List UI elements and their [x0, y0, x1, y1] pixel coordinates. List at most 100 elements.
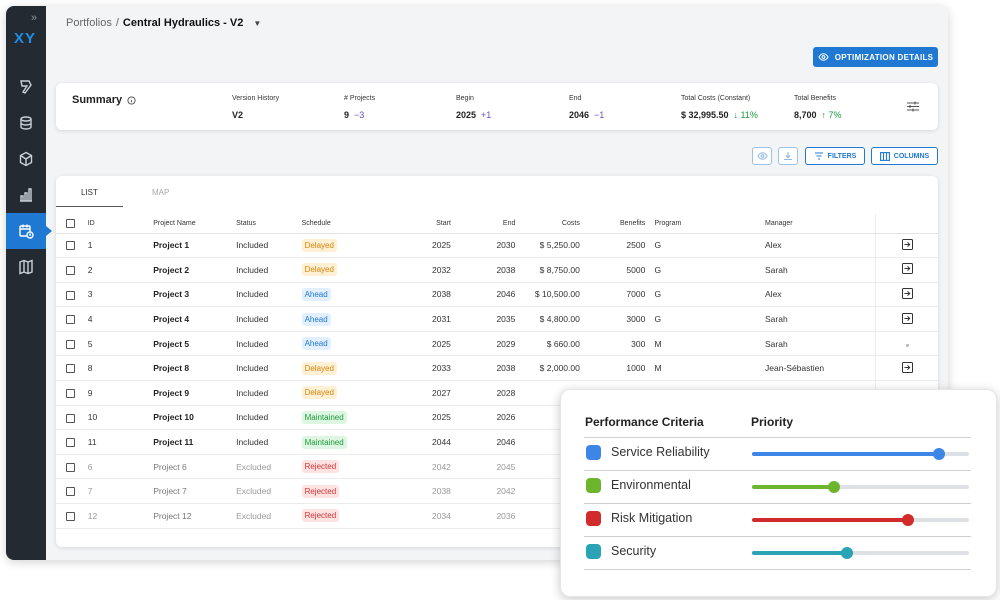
criteria-label: Risk Mitigation — [611, 511, 693, 525]
table-row[interactable]: 8 Project 8 Included Delayed 2033 2038 $ 2,000… — [56, 355, 938, 382]
cell-project-name[interactable]: Project 12 — [153, 503, 237, 529]
cell-start: 2044 — [381, 429, 451, 455]
sliders-icon[interactable] — [906, 100, 920, 113]
cell-end: 2036 — [450, 503, 516, 529]
cell-project-name[interactable]: Project 4 — [153, 306, 237, 332]
criteria-divider — [584, 470, 971, 471]
priority-slider-handle[interactable] — [828, 481, 841, 493]
row-checkbox[interactable] — [66, 364, 75, 374]
col-header-benefits[interactable]: Benefits — [579, 214, 646, 234]
expand-sidebar-icon[interactable]: » — [31, 12, 38, 24]
breadcrumb-parent[interactable]: Portfolios — [66, 17, 112, 29]
row-checkbox[interactable] — [66, 511, 75, 521]
schedule-badge: Delayed — [301, 238, 337, 252]
optimization-details-button[interactable]: OPTIMIZATION DETAILS — [813, 47, 938, 67]
row-checkbox[interactable] — [66, 339, 75, 349]
cell-program: G — [654, 257, 766, 283]
schedule-badge: Maintained — [301, 435, 347, 449]
toggle-visibility-button[interactable] — [752, 147, 772, 165]
row-checkbox[interactable] — [66, 413, 75, 423]
col-header-name[interactable]: Project Name — [153, 214, 237, 234]
sidebar-item-portfolios[interactable] — [6, 213, 52, 249]
cell-project-name[interactable]: Project 5 — [153, 331, 237, 357]
cell-id: 12 — [87, 503, 154, 529]
criteria-color-swatch — [586, 445, 601, 460]
sidebar-item-tags[interactable] — [6, 69, 46, 105]
cell-project-name[interactable]: Project 7 — [153, 478, 237, 505]
priority-slider[interactable] — [752, 514, 969, 526]
priority-slider-handle[interactable] — [841, 547, 854, 559]
row-action — [875, 257, 938, 283]
priority-slider[interactable] — [752, 547, 969, 559]
priority-slider-handle[interactable] — [932, 448, 945, 460]
open-detail-icon[interactable] — [901, 361, 913, 373]
summary-delta: +1 — [481, 110, 492, 120]
cell-program: M — [654, 331, 766, 357]
row-action — [875, 233, 938, 259]
download-button[interactable] — [778, 147, 798, 165]
chevron-down-icon[interactable]: ▼ — [253, 18, 262, 28]
schedule-badge: Delayed — [301, 263, 337, 277]
priority-slider[interactable] — [752, 481, 969, 493]
sidebar-item-database[interactable] — [6, 105, 46, 141]
active-tab-indicator — [56, 206, 123, 207]
cell-project-name[interactable]: Project 1 — [153, 233, 237, 259]
col-header-end[interactable]: End — [450, 214, 516, 234]
table-row[interactable]: 1 Project 1 Included Delayed 2025 2030 $ 5,250… — [56, 233, 938, 259]
col-header-status[interactable]: Status — [236, 214, 302, 234]
row-checkbox[interactable] — [66, 462, 75, 472]
priority-slider[interactable] — [752, 448, 969, 460]
row-checkbox[interactable] — [66, 487, 75, 497]
tab-list[interactable]: LIST — [81, 188, 98, 197]
columns-button[interactable]: COLUMNS — [871, 147, 938, 165]
row-checkbox[interactable] — [66, 241, 75, 251]
col-header-manager[interactable]: Manager — [765, 214, 876, 234]
filters-button[interactable]: FILTERS — [805, 147, 865, 165]
table-row[interactable]: 4 Project 4 Included Ahead 2031 2035 $ 4,800.0… — [56, 306, 938, 332]
cell-project-name[interactable]: Project 6 — [153, 454, 237, 480]
sidebar-item-map[interactable] — [6, 249, 46, 285]
cell-project-name[interactable]: Project 2 — [153, 257, 237, 283]
priority-slider-handle[interactable] — [902, 514, 915, 526]
columns-label: COLUMNS — [893, 152, 930, 160]
sidebar-item-analytics[interactable] — [6, 177, 46, 213]
row-checkbox[interactable] — [66, 438, 75, 448]
cell-project-name[interactable]: Project 11 — [153, 429, 237, 455]
summary-value: 9 — [344, 110, 350, 120]
col-header-id[interactable]: ID — [87, 214, 154, 234]
table-row[interactable]: 2 Project 2 Included Delayed 2032 2038 $ 8,750… — [56, 257, 938, 283]
cell-id: 9 — [87, 380, 154, 406]
cell-start: 2038 — [381, 282, 451, 308]
row-checkbox[interactable] — [66, 315, 75, 325]
breadcrumb-current[interactable]: Central Hydraulics - V2 — [122, 17, 244, 29]
cell-id: 10 — [87, 405, 154, 431]
cell-benefits: 5000 — [579, 257, 646, 283]
table-row[interactable]: 5 Project 5 Included Ahead 2025 2029 $ 660.00 3… — [56, 331, 938, 357]
cell-project-name[interactable]: Project 3 — [153, 282, 237, 308]
cell-project-name[interactable]: Project 9 — [153, 380, 237, 406]
open-detail-icon[interactable] — [901, 312, 913, 324]
summary-card: Summary Version History V2 # Projects 9−… — [56, 83, 938, 130]
table-row[interactable]: 3 Project 3 Included Ahead 2038 2046 $ 10,500.… — [56, 282, 938, 308]
row-checkbox[interactable] — [66, 266, 75, 276]
row-checkbox[interactable] — [66, 290, 75, 300]
open-detail-icon[interactable] — [901, 263, 913, 275]
filters-label: FILTERS — [827, 152, 857, 160]
col-header-costs[interactable]: Costs — [515, 214, 580, 234]
cell-status: Included — [236, 282, 302, 308]
open-detail-icon[interactable] — [901, 287, 913, 299]
summary-label: Total Benefits — [794, 95, 837, 102]
col-header-schedule[interactable]: Schedule — [301, 214, 382, 234]
row-checkbox[interactable] — [66, 388, 75, 398]
cell-project-name[interactable]: Project 8 — [153, 355, 237, 382]
col-header-program[interactable]: Program — [654, 214, 766, 234]
sidebar-item-models[interactable] — [6, 141, 46, 177]
cell-id: 3 — [87, 282, 154, 308]
cell-project-name[interactable]: Project 10 — [153, 405, 237, 431]
more-dot-icon[interactable] — [905, 343, 909, 347]
tab-map[interactable]: MAP — [152, 188, 170, 197]
open-detail-icon[interactable] — [901, 238, 913, 250]
select-all-checkbox[interactable] — [66, 218, 75, 228]
info-icon[interactable] — [127, 95, 136, 105]
col-header-start[interactable]: Start — [381, 214, 451, 234]
